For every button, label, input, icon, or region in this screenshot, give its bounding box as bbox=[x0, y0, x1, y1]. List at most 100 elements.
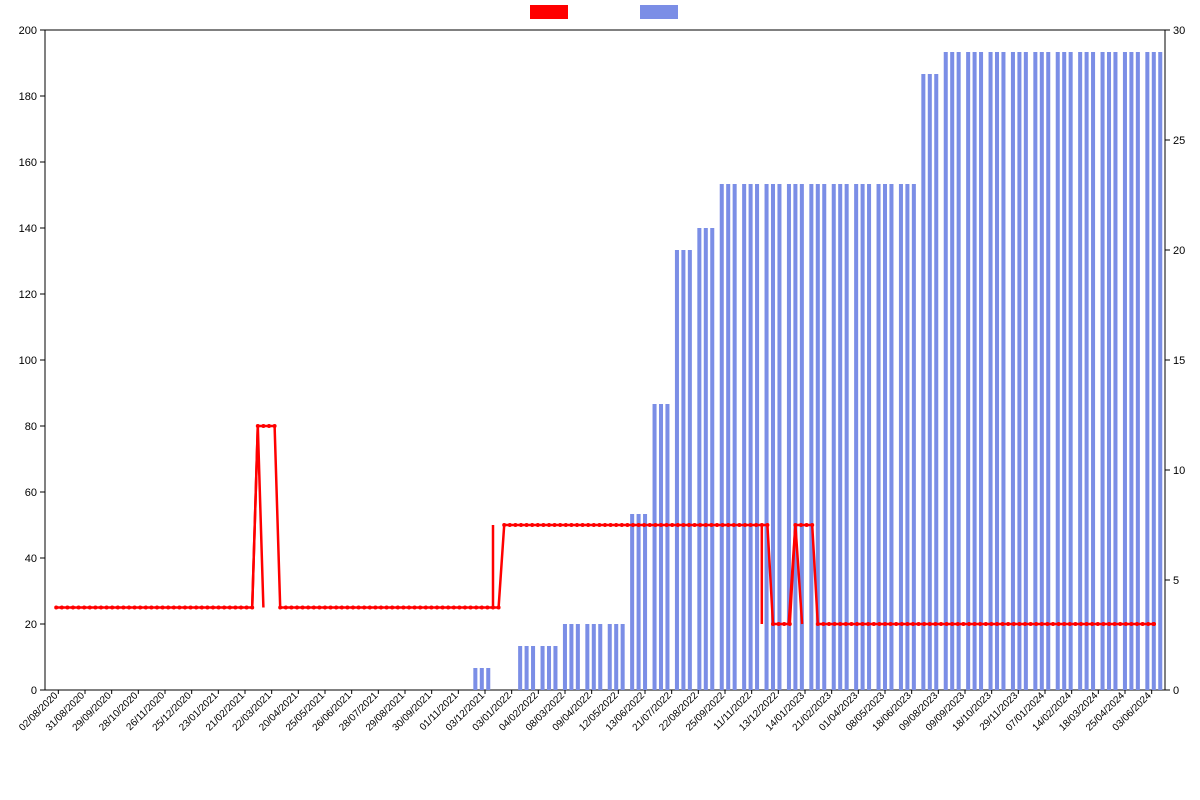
bar bbox=[720, 184, 724, 690]
line-marker bbox=[631, 523, 635, 527]
line-marker bbox=[65, 606, 69, 610]
bar bbox=[733, 184, 737, 690]
bar bbox=[1091, 52, 1095, 690]
line-marker bbox=[429, 606, 433, 610]
line-marker bbox=[161, 606, 165, 610]
line-marker bbox=[239, 606, 243, 610]
line-marker bbox=[637, 523, 641, 527]
line-marker bbox=[149, 606, 153, 610]
bar bbox=[921, 74, 925, 690]
bar bbox=[541, 646, 545, 690]
bar bbox=[1024, 52, 1028, 690]
line-marker bbox=[60, 606, 64, 610]
line-marker bbox=[1113, 622, 1117, 626]
line-marker bbox=[973, 622, 977, 626]
line-marker bbox=[1141, 622, 1145, 626]
line-marker bbox=[267, 424, 271, 428]
line-marker bbox=[166, 606, 170, 610]
bar bbox=[710, 228, 714, 690]
line-marker bbox=[877, 622, 881, 626]
line-marker bbox=[284, 606, 288, 610]
line-marker bbox=[715, 523, 719, 527]
line-marker bbox=[110, 606, 114, 610]
line-marker bbox=[827, 622, 831, 626]
line-marker bbox=[301, 606, 305, 610]
bar bbox=[1123, 52, 1127, 690]
bar bbox=[704, 228, 708, 690]
line-marker bbox=[519, 523, 523, 527]
line-marker bbox=[357, 606, 361, 610]
bar bbox=[867, 184, 871, 690]
line-marker bbox=[317, 606, 321, 610]
bar bbox=[1152, 52, 1156, 690]
line-marker bbox=[956, 622, 960, 626]
bar bbox=[966, 52, 970, 690]
bar bbox=[681, 250, 685, 690]
line-marker bbox=[771, 622, 775, 626]
line-marker bbox=[379, 606, 383, 610]
bar bbox=[1145, 52, 1149, 690]
line-marker bbox=[530, 523, 534, 527]
line-marker bbox=[245, 606, 249, 610]
y-right-tick-label: 25 bbox=[1173, 135, 1185, 147]
bar bbox=[973, 52, 977, 690]
line-marker bbox=[1029, 622, 1033, 626]
bar bbox=[845, 184, 849, 690]
bar bbox=[1069, 52, 1073, 690]
bar bbox=[912, 184, 916, 690]
line-marker bbox=[967, 622, 971, 626]
bar bbox=[614, 624, 618, 690]
line-marker bbox=[922, 622, 926, 626]
bar bbox=[854, 184, 858, 690]
bar bbox=[643, 514, 647, 690]
line-marker bbox=[502, 523, 506, 527]
line-marker bbox=[446, 606, 450, 610]
bar bbox=[1078, 52, 1082, 690]
line-marker bbox=[749, 523, 753, 527]
line-marker bbox=[939, 622, 943, 626]
y-right-tick-label: 10 bbox=[1173, 465, 1185, 477]
line-marker bbox=[491, 606, 495, 610]
line-marker bbox=[295, 606, 299, 610]
bar bbox=[995, 52, 999, 690]
line-marker bbox=[883, 622, 887, 626]
bar bbox=[563, 624, 567, 690]
bar bbox=[653, 404, 657, 690]
line-marker bbox=[866, 622, 870, 626]
line-marker bbox=[670, 523, 674, 527]
line-marker bbox=[721, 523, 725, 527]
line-marker bbox=[586, 523, 590, 527]
line-marker bbox=[1107, 622, 1111, 626]
bar bbox=[1033, 52, 1037, 690]
line-marker bbox=[133, 606, 137, 610]
bar bbox=[832, 184, 836, 690]
bar bbox=[1158, 52, 1162, 690]
line-marker bbox=[816, 622, 820, 626]
legend-swatch bbox=[640, 5, 678, 19]
line-marker bbox=[945, 622, 949, 626]
line-marker bbox=[844, 622, 848, 626]
line-marker bbox=[810, 523, 814, 527]
bar bbox=[1107, 52, 1111, 690]
line-marker bbox=[989, 622, 993, 626]
line-marker bbox=[872, 622, 876, 626]
line-marker bbox=[950, 622, 954, 626]
line-marker bbox=[105, 606, 109, 610]
line-marker bbox=[911, 622, 915, 626]
line-marker bbox=[541, 523, 545, 527]
line-marker bbox=[441, 606, 445, 610]
line-marker bbox=[368, 606, 372, 610]
y-left-tick-label: 80 bbox=[25, 421, 37, 433]
line-marker bbox=[1006, 622, 1010, 626]
bar bbox=[755, 184, 759, 690]
y-right-tick-label: 5 bbox=[1173, 575, 1179, 587]
line-marker bbox=[71, 606, 75, 610]
line-marker bbox=[726, 523, 730, 527]
line-marker bbox=[525, 523, 529, 527]
line-marker bbox=[233, 606, 237, 610]
y-left-tick-label: 100 bbox=[19, 355, 37, 367]
line-marker bbox=[1124, 622, 1128, 626]
line-marker bbox=[452, 606, 456, 610]
line-marker bbox=[978, 622, 982, 626]
line-marker bbox=[1085, 622, 1089, 626]
